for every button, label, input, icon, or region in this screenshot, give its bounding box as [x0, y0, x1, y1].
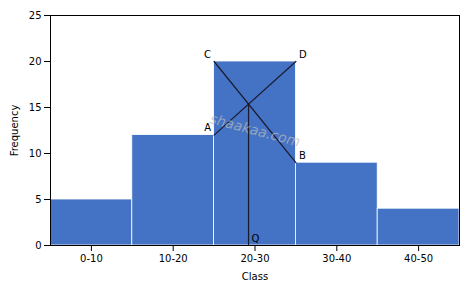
svg-text:Frequency: Frequency	[9, 105, 20, 157]
svg-text:25: 25	[29, 10, 42, 21]
svg-text:0: 0	[35, 240, 41, 251]
svg-text:Class: Class	[242, 271, 268, 282]
svg-text:B: B	[299, 150, 306, 161]
svg-text:Q: Q	[252, 233, 260, 244]
svg-text:D: D	[299, 49, 307, 60]
svg-text:5: 5	[35, 194, 41, 205]
svg-text:0-10: 0-10	[80, 253, 103, 264]
svg-text:15: 15	[29, 102, 42, 113]
svg-text:A: A	[204, 122, 212, 134]
svg-text:C: C	[204, 49, 211, 60]
svg-text:10-20: 10-20	[159, 253, 188, 264]
svg-text:20: 20	[29, 56, 42, 67]
svg-text:20-30: 20-30	[240, 253, 269, 264]
svg-text:shaakaa.com: shaakaa.com	[208, 110, 302, 150]
svg-text:10: 10	[29, 148, 42, 159]
svg-text:30-40: 30-40	[322, 253, 351, 264]
svg-text:40-50: 40-50	[404, 253, 433, 264]
